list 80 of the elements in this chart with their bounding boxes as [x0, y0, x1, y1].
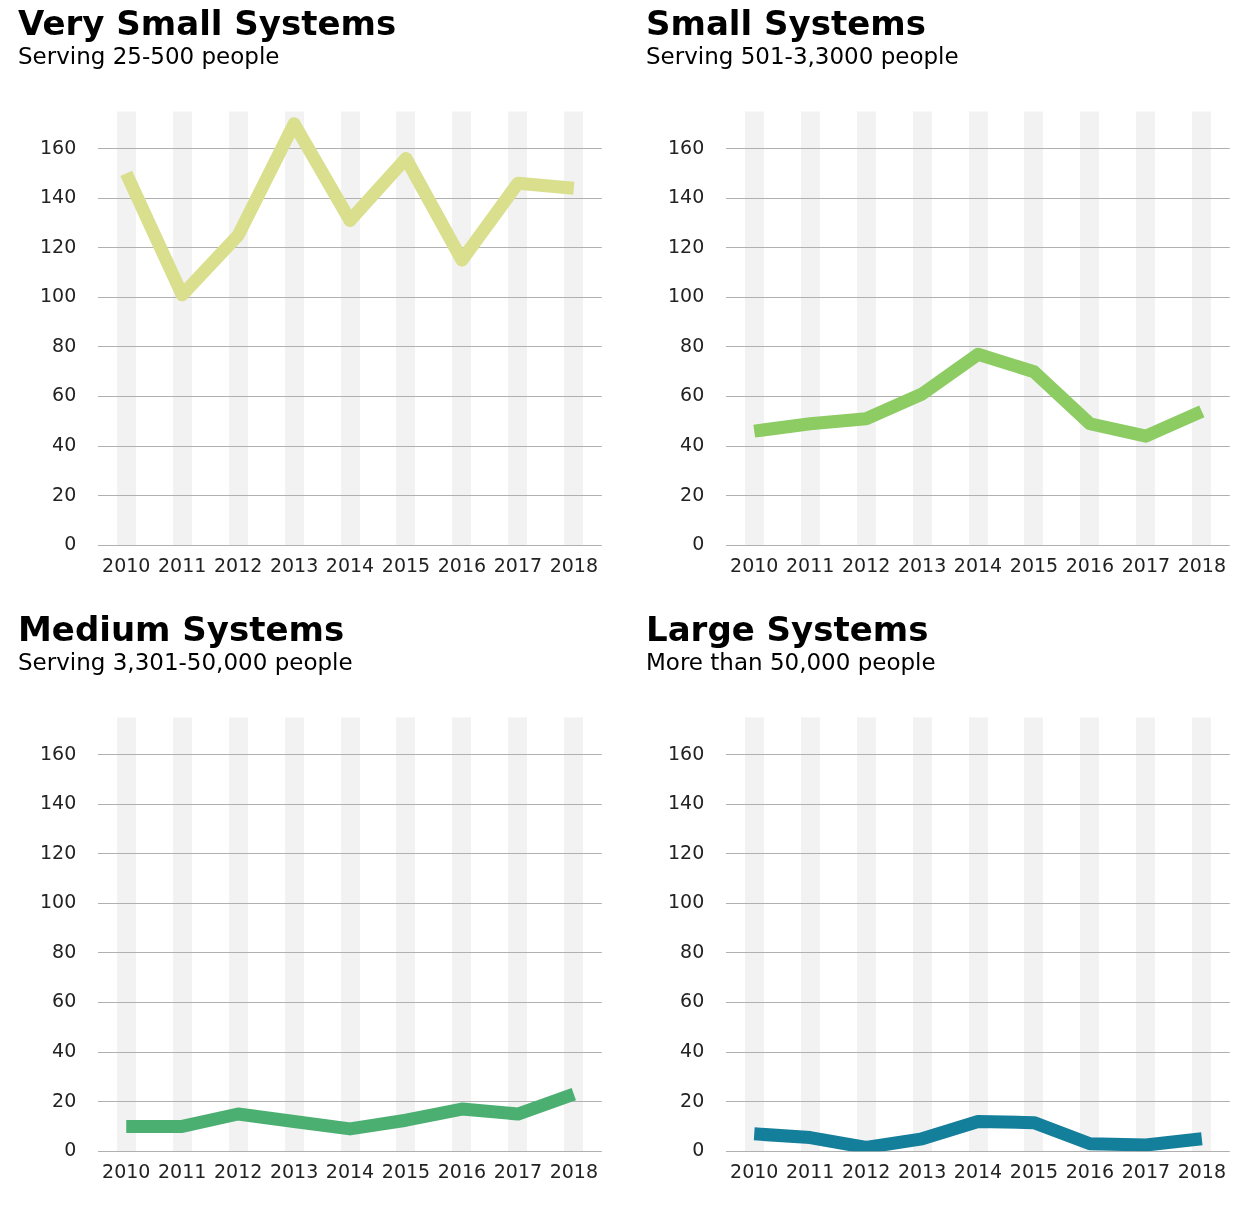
x-tick-label: 2014 — [953, 1159, 1003, 1182]
x-tick-label: 2016 — [1065, 1159, 1115, 1182]
x-tick-label: 2018 — [1177, 1159, 1226, 1182]
y-tick-label: 120 — [668, 234, 705, 257]
chart-title: Medium Systems — [18, 609, 346, 649]
y-tick-label: 140 — [668, 791, 705, 814]
x-tick-label: 2010 — [102, 553, 151, 576]
x-tick-label: 2016 — [1065, 553, 1115, 576]
x-tick-label: 2014 — [325, 1159, 375, 1182]
x-tick-label: 2015 — [381, 553, 431, 576]
y-tick-label: 40 — [680, 432, 705, 455]
x-tick-label: 2012 — [841, 1159, 891, 1182]
y-tick-label: 160 — [668, 741, 705, 764]
y-tick-label: 80 — [52, 939, 77, 962]
x-tick-label: 2011 — [786, 553, 835, 576]
y-tick-label: 160 — [40, 135, 77, 158]
y-tick-label: 60 — [680, 989, 705, 1012]
x-tick-label: 2015 — [1009, 1159, 1059, 1182]
x-tick-label: 2013 — [897, 553, 947, 576]
y-tick-label: 80 — [680, 333, 705, 356]
x-tick-label: 2010 — [730, 553, 779, 576]
y-tick-label: 120 — [40, 840, 77, 863]
x-tick-label: 2017 — [493, 553, 543, 576]
x-tick-label: 2018 — [1177, 553, 1226, 576]
y-tick-label: 40 — [680, 1038, 705, 1061]
y-tick-label: 20 — [680, 482, 705, 505]
y-tick-label: 120 — [668, 840, 705, 863]
x-tick-label: 2017 — [1121, 553, 1171, 576]
x-tick-label: 2013 — [269, 553, 319, 576]
y-tick-label: 0 — [64, 532, 77, 555]
chart-title: Large Systems — [646, 609, 930, 649]
x-tick-label: 2013 — [269, 1159, 319, 1182]
x-tick-label: 2011 — [786, 1159, 835, 1182]
y-tick-label: 120 — [40, 234, 77, 257]
x-tick-label: 2010 — [730, 1159, 779, 1182]
x-tick-label: 2016 — [437, 553, 487, 576]
x-tick-label: 2017 — [1121, 1159, 1171, 1182]
y-tick-label: 140 — [40, 185, 77, 208]
x-tick-label: 2016 — [437, 1159, 487, 1182]
x-tick-label: 2018 — [549, 553, 598, 576]
x-tick-label: 2012 — [841, 553, 891, 576]
x-tick-label: 2011 — [158, 1159, 207, 1182]
y-tick-label: 100 — [668, 284, 705, 307]
x-tick-label: 2013 — [897, 1159, 947, 1182]
y-tick-label: 160 — [40, 741, 77, 764]
chart-subtitle: Serving 501-3,3000 people — [646, 42, 960, 70]
chart-subtitle: Serving 3,301-50,000 people — [18, 648, 354, 676]
y-tick-label: 20 — [52, 1088, 77, 1111]
x-tick-label: 2015 — [381, 1159, 431, 1182]
x-tick-label: 2014 — [953, 553, 1003, 576]
y-tick-label: 80 — [52, 333, 77, 356]
x-tick-label: 2014 — [325, 553, 375, 576]
x-tick-label: 2015 — [1009, 553, 1059, 576]
y-tick-label: 140 — [40, 791, 77, 814]
x-tick-label: 2017 — [493, 1159, 543, 1182]
y-tick-label: 160 — [668, 135, 705, 158]
y-tick-label: 60 — [52, 383, 77, 406]
y-tick-label: 100 — [668, 890, 705, 913]
y-tick-label: 20 — [52, 482, 77, 505]
y-tick-label: 140 — [668, 185, 705, 208]
y-tick-label: 0 — [64, 1138, 77, 1161]
chart-subtitle: More than 50,000 people — [646, 648, 937, 676]
chart-title: Very Small Systems — [18, 3, 398, 43]
y-tick-label: 60 — [680, 383, 705, 406]
x-tick-label: 2012 — [213, 1159, 263, 1182]
chart-subtitle: Serving 25-500 people — [18, 42, 281, 70]
y-tick-label: 40 — [52, 432, 77, 455]
y-tick-label: 40 — [52, 1038, 77, 1061]
x-tick-label: 2012 — [213, 553, 263, 576]
y-tick-label: 100 — [40, 890, 77, 913]
x-tick-label: 2018 — [549, 1159, 598, 1182]
y-tick-label: 0 — [692, 1138, 705, 1161]
y-tick-label: 100 — [40, 284, 77, 307]
y-tick-label: 0 — [692, 532, 705, 555]
x-tick-label: 2011 — [158, 553, 207, 576]
y-tick-label: 20 — [680, 1088, 705, 1111]
y-tick-label: 60 — [52, 989, 77, 1012]
y-tick-label: 80 — [680, 939, 705, 962]
chart-title: Small Systems — [646, 3, 927, 43]
x-tick-label: 2010 — [102, 1159, 151, 1182]
